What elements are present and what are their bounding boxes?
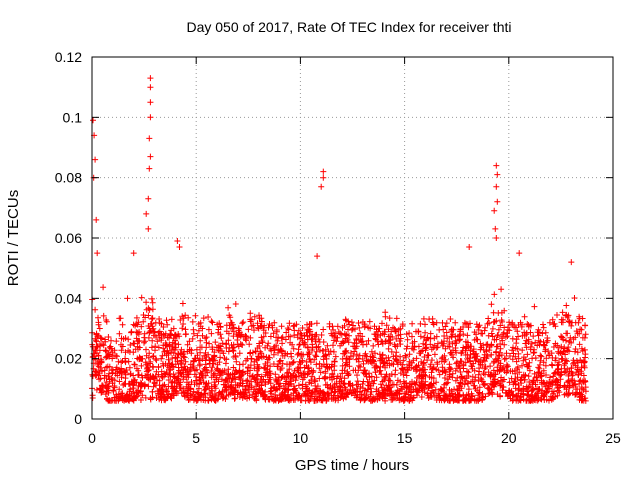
y-tick-label: 0.12 (55, 49, 82, 65)
chart-title: Day 050 of 2017, Rate Of TEC Index for r… (186, 19, 511, 35)
y-axis-label: ROTI / TECUs (5, 190, 22, 286)
y-tick-label: 0.06 (55, 230, 82, 246)
x-tick-label: 25 (605, 430, 621, 446)
roti-markers (89, 75, 589, 404)
x-axis-label: GPS time / hours (295, 457, 409, 474)
x-tick-label: 15 (397, 430, 413, 446)
y-tick-label: 0.1 (63, 109, 83, 125)
x-tick-label: 20 (501, 430, 517, 446)
axis-ticks: 0 5 10 15 20 25 0 0.02 0.04 0.06 0.08 0.1 0.12 (55, 49, 621, 446)
data-points (89, 75, 589, 404)
y-tick-label: 0.02 (55, 351, 82, 367)
y-tick-label: 0 (74, 411, 82, 427)
grid-lines (92, 57, 613, 419)
y-tick-label: 0.04 (55, 290, 82, 306)
x-tick-label: 10 (293, 430, 309, 446)
x-tick-label: 0 (88, 430, 96, 446)
x-tick-label: 5 (192, 430, 200, 446)
y-tick-label: 0.08 (55, 170, 82, 186)
